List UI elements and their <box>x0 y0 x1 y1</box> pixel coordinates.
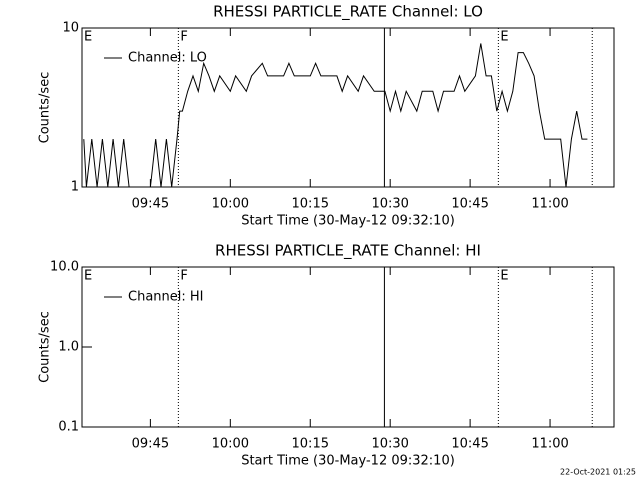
y-axis-label: Counts/sec <box>38 72 53 144</box>
x-tick-label: 10:15 <box>292 197 329 212</box>
event-label: F <box>180 269 187 284</box>
data-line <box>83 43 588 188</box>
x-tick-label: 10:15 <box>292 437 329 452</box>
x-axis-label: Start Time (30-May-12 09:32:10) <box>241 214 455 229</box>
legend-label: Channel: HI <box>128 290 204 305</box>
event-label: E <box>500 30 508 45</box>
x-tick-label: 10:00 <box>212 197 249 212</box>
y-tick-label: 10 <box>62 21 79 36</box>
event-label: E <box>84 269 92 284</box>
event-label: E <box>84 30 92 45</box>
x-axis-label: Start Time (30-May-12 09:32:10) <box>241 454 455 469</box>
x-tick-label: 11:00 <box>531 197 568 212</box>
legend-label: Channel: LO <box>128 51 207 66</box>
x-tick-label: 10:30 <box>371 437 408 452</box>
y-tick-label: 1.0 <box>58 340 79 355</box>
x-tick-label: 09:45 <box>132 437 169 452</box>
event-label: F <box>180 30 187 45</box>
plot-frame <box>81 27 615 188</box>
y-tick-label: 1 <box>71 180 79 195</box>
y-tick-label: 10.0 <box>50 260 79 275</box>
x-tick-label: 09:45 <box>132 197 169 212</box>
timestamp: 22-Oct-2021 01:25 <box>560 468 636 477</box>
chart-title: RHESSI PARTICLE_RATE Channel: HI <box>215 242 481 261</box>
y-tick-label: 0.1 <box>58 420 79 435</box>
x-tick-label: 11:00 <box>531 437 568 452</box>
x-tick-label: 10:00 <box>212 437 249 452</box>
y-axis-label: Counts/sec <box>38 311 53 383</box>
chart-title: RHESSI PARTICLE_RATE Channel: LO <box>213 3 483 22</box>
x-tick-label: 10:45 <box>451 437 488 452</box>
x-tick-label: 10:45 <box>451 197 488 212</box>
event-label: E <box>500 269 508 284</box>
x-tick-label: 10:30 <box>371 197 408 212</box>
